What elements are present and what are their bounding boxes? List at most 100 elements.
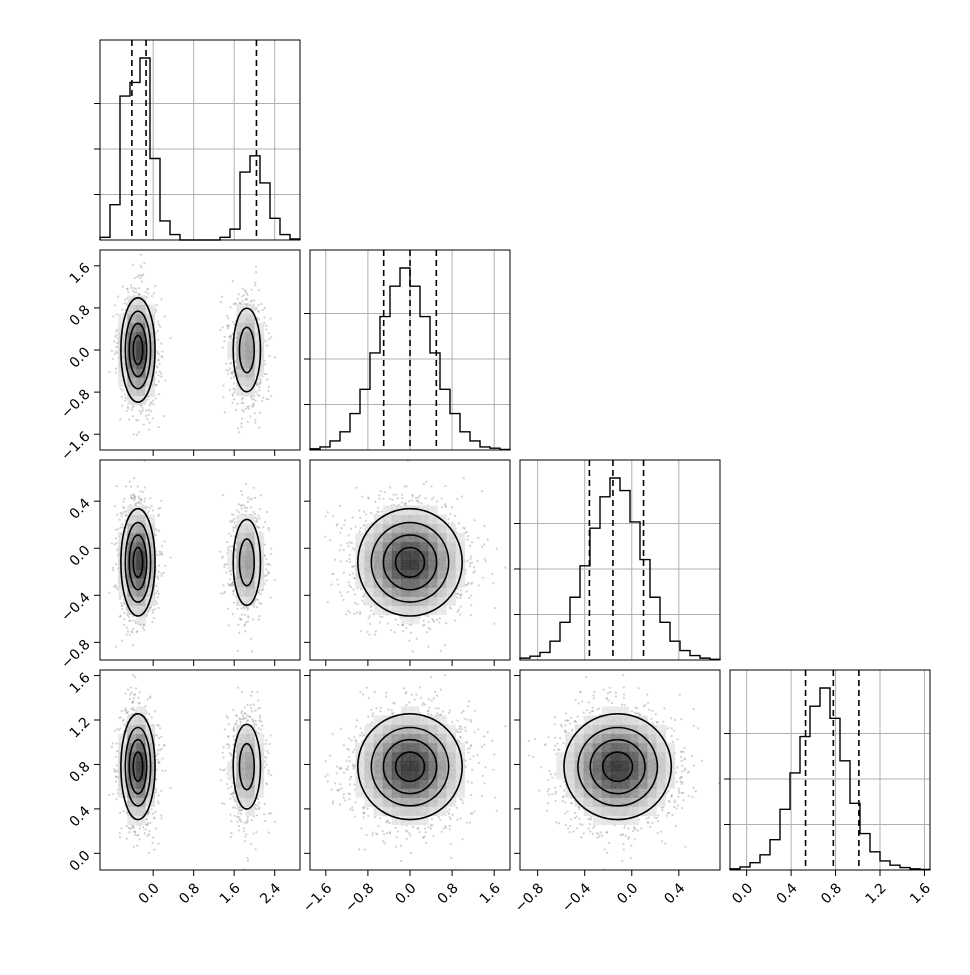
- sample-point: [229, 578, 231, 580]
- sample-point: [115, 542, 117, 544]
- sample-point: [268, 338, 270, 340]
- sample-point: [114, 505, 116, 507]
- sample-point: [163, 572, 165, 574]
- sample-point: [140, 413, 142, 415]
- scatter-panel-2-1: [94, 250, 300, 457]
- sample-point: [147, 398, 149, 400]
- sample-point: [143, 629, 145, 631]
- sample-point: [270, 395, 272, 397]
- sample-point: [115, 529, 117, 531]
- sample-point: [257, 304, 259, 306]
- sample-point: [237, 427, 239, 429]
- sample-point: [246, 507, 248, 509]
- sample-point: [124, 299, 126, 301]
- density-cell: [255, 341, 265, 351]
- sample-point: [131, 631, 133, 633]
- sample-point: [270, 317, 272, 319]
- sample-point: [268, 332, 270, 334]
- sample-point: [231, 332, 233, 334]
- sample-point: [144, 498, 146, 500]
- sample-point: [227, 373, 229, 375]
- sample-point: [122, 389, 124, 391]
- sample-point: [240, 490, 242, 492]
- sample-point: [115, 350, 117, 352]
- sample-point: [152, 509, 154, 511]
- sample-point: [226, 541, 228, 543]
- sample-point: [222, 584, 224, 586]
- sample-point: [159, 325, 161, 327]
- sample-point: [112, 315, 114, 317]
- sample-point: [258, 602, 260, 604]
- sample-point: [120, 602, 122, 604]
- sample-point: [265, 398, 267, 400]
- sample-point: [158, 380, 160, 382]
- sample-point: [256, 526, 258, 528]
- sample-point: [155, 534, 157, 536]
- sample-point: [148, 429, 150, 431]
- sample-point: [108, 592, 110, 594]
- sample-point: [233, 398, 235, 400]
- sample-point: [150, 410, 152, 412]
- panel-content: [108, 460, 276, 653]
- sample-point: [116, 342, 118, 344]
- sample-point: [143, 500, 145, 502]
- sample-point: [266, 511, 268, 513]
- density-cell: [255, 350, 265, 360]
- sample-point: [258, 289, 260, 291]
- sample-point: [119, 418, 121, 420]
- sample-point: [227, 327, 229, 329]
- sample-point: [145, 415, 147, 417]
- sample-point: [123, 602, 125, 604]
- sample-point: [116, 588, 118, 590]
- sample-point: [120, 512, 122, 514]
- sample-point: [155, 585, 157, 587]
- sample-point: [123, 618, 125, 620]
- density-cell: [136, 395, 146, 405]
- panel-content: [108, 254, 276, 458]
- hist-panel-4: [724, 670, 930, 870]
- sample-point: [122, 506, 124, 508]
- sample-point: [227, 317, 229, 319]
- sample-point: [255, 271, 257, 273]
- sample-point: [141, 281, 143, 283]
- sample-point: [141, 407, 143, 409]
- sample-point: [169, 556, 171, 558]
- sample-point: [236, 403, 238, 405]
- sample-point: [146, 512, 148, 514]
- sample-point: [253, 300, 255, 302]
- sample-point: [148, 610, 150, 612]
- sample-point: [157, 374, 159, 376]
- sample-point: [254, 497, 256, 499]
- sample-point: [246, 406, 248, 408]
- sample-point: [138, 410, 140, 412]
- sample-point: [245, 621, 247, 623]
- sample-point: [153, 292, 155, 294]
- sample-point: [240, 422, 242, 424]
- sample-point: [147, 414, 149, 416]
- sample-point: [151, 621, 153, 623]
- sample-point: [238, 511, 240, 513]
- sample-point: [219, 551, 221, 553]
- sample-point: [111, 350, 113, 352]
- sample-point: [261, 589, 263, 591]
- sample-point: [268, 386, 270, 388]
- sample-point: [123, 498, 125, 500]
- sample-point: [233, 303, 235, 305]
- sample-point: [138, 287, 140, 289]
- sample-point: [267, 398, 269, 400]
- sample-point: [243, 455, 245, 457]
- sample-point: [224, 411, 226, 413]
- sample-point: [255, 265, 257, 267]
- sample-point: [265, 328, 267, 330]
- sample-point: [133, 291, 135, 293]
- sample-point: [233, 518, 235, 520]
- sample-point: [116, 313, 118, 315]
- sample-point: [120, 615, 122, 617]
- sample-point: [270, 336, 272, 338]
- sample-point: [126, 288, 128, 290]
- sample-point: [132, 264, 134, 266]
- sample-point: [124, 302, 126, 304]
- sample-point: [149, 507, 151, 509]
- sample-point: [124, 393, 126, 395]
- sample-point: [260, 303, 262, 305]
